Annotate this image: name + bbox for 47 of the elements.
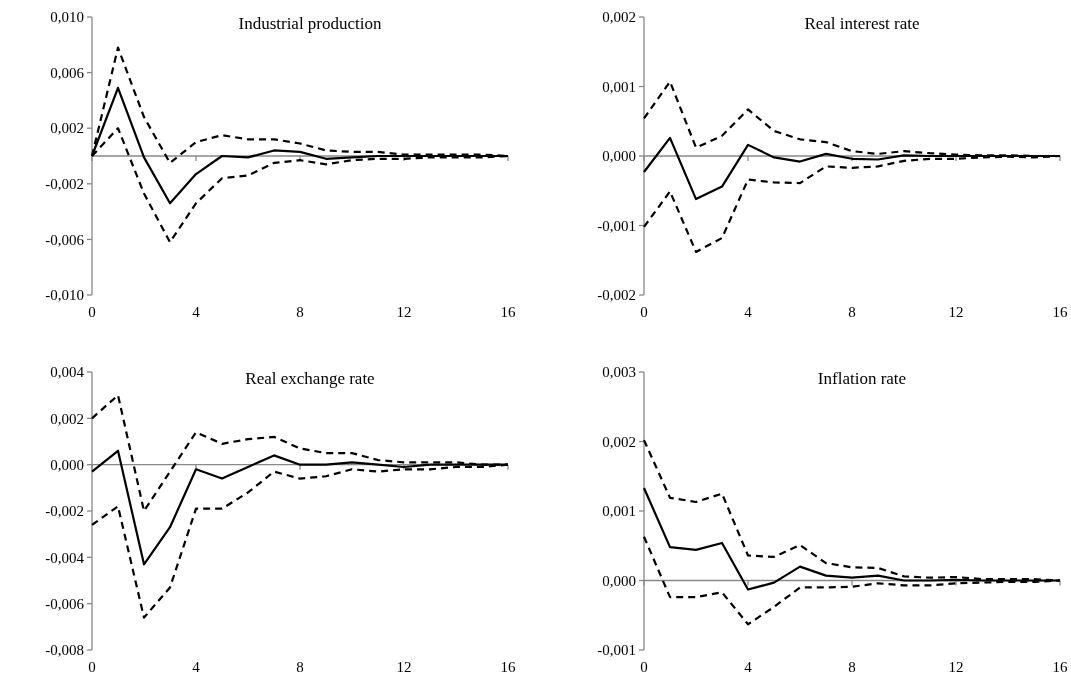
y-tick-label: 0,002 (50, 410, 84, 427)
chart-title: Real interest rate (804, 14, 920, 33)
y-tick-label: -0,008 (45, 642, 84, 659)
y-tick-label: 0,000 (602, 572, 636, 589)
chart-title: Industrial production (238, 14, 383, 33)
x-tick-label: 8 (848, 659, 856, 675)
y-tick-label: 0,003 (602, 364, 636, 381)
chart-title: Real exchange rate (245, 369, 375, 388)
x-tick-label: 12 (396, 304, 412, 320)
y-tick-label: 0,001 (602, 78, 636, 95)
x-tick-label: 12 (948, 659, 964, 675)
y-tick-label: 0,001 (602, 503, 636, 520)
x-tick-label: 16 (500, 304, 516, 320)
y-tick-label: -0,002 (45, 176, 84, 193)
chart-title: Inflation rate (817, 369, 907, 388)
y-tick-label: -0,002 (45, 503, 84, 520)
x-tick-label: 4 (192, 304, 201, 320)
y-tick-label: 0,010 (50, 9, 84, 26)
x-tick-label: 16 (1052, 304, 1068, 320)
x-tick-label: 4 (192, 659, 201, 675)
y-tick-label: -0,002 (597, 287, 636, 304)
y-tick-label: 0,006 (50, 64, 85, 81)
x-tick-label: 0 (88, 659, 96, 675)
x-tick-label: 0 (88, 304, 96, 320)
x-tick-label: 0 (640, 659, 648, 675)
x-tick-label: 4 (744, 659, 753, 675)
y-tick-label: 0,002 (602, 433, 636, 450)
x-tick-label: 8 (848, 304, 856, 320)
y-tick-label: -0,001 (597, 217, 636, 234)
x-tick-label: 8 (296, 304, 304, 320)
y-tick-label: 0,000 (50, 456, 84, 473)
x-tick-label: 12 (948, 304, 964, 320)
y-tick-label: -0,010 (45, 287, 84, 304)
x-tick-label: 4 (744, 304, 753, 320)
y-tick-label: -0,006 (45, 231, 85, 248)
y-tick-label: -0,006 (45, 595, 85, 612)
y-tick-label: 0,004 (50, 364, 85, 381)
x-tick-label: 0 (640, 304, 648, 320)
y-tick-label: 0,000 (602, 148, 636, 165)
x-tick-label: 16 (500, 659, 516, 675)
x-tick-label: 16 (1052, 659, 1068, 675)
y-tick-label: -0,004 (45, 549, 85, 566)
y-tick-label: -0,001 (597, 642, 636, 659)
y-tick-label: 0,002 (602, 9, 636, 26)
x-tick-label: 12 (396, 659, 412, 675)
y-tick-label: 0,002 (50, 120, 84, 137)
x-tick-label: 8 (296, 659, 304, 675)
